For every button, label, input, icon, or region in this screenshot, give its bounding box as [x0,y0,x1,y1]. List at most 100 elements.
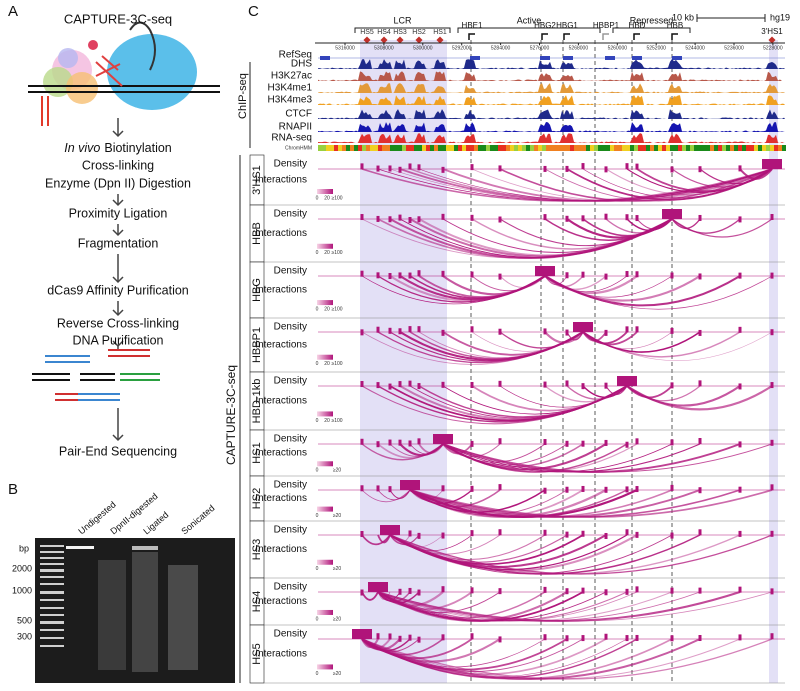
interaction-arc [582,331,741,358]
density-label: Density [274,209,307,220]
chromhmm-segment [350,145,354,151]
scale-tick: 20 [324,195,330,201]
biotin [88,40,98,50]
density-bump [417,438,421,445]
color-scale [317,243,333,249]
protein [43,67,73,97]
scale-tick: 20 [324,306,330,312]
density-bump [470,587,474,594]
dna [28,85,220,93]
hs-label: HS5 [360,29,374,36]
chromhmm-segment [666,145,670,151]
interaction-arc [361,638,773,680]
chromhmm-segment [562,145,566,151]
scale-tick: 0 [316,361,319,367]
scale-tick: ≥100 [331,418,342,424]
density-bump [498,328,502,335]
density-bump [565,635,569,642]
density-bump [388,439,392,446]
arrow-head [112,130,124,138]
chromhmm-segment [450,145,454,151]
chromhmm-segment [734,145,738,151]
chromhmm-segment [386,145,390,151]
chromhmm-segment [494,145,498,151]
chromhmm-segment [658,145,662,151]
panel-label: B [8,481,18,498]
density-bump [770,484,774,491]
chromhmm-segment [750,145,754,151]
viewpoint-label: HBG [251,278,263,302]
size-label: 1000 [12,585,32,595]
chromhmm-segment [422,145,426,151]
density-bump [441,381,445,388]
density-bump [625,214,629,221]
interaction-arc [626,385,773,411]
interactions-label: Interactions [255,596,307,607]
gene-icon [563,33,570,40]
density-peak [535,266,555,276]
chromhmm-segment [694,145,698,151]
density-bump [360,163,364,170]
density-bump [376,382,380,389]
interaction-arc [605,385,628,396]
chromhmm-segment [318,145,322,151]
density-bump [565,380,569,387]
hs-shade [769,40,778,683]
viewpoint-label: HS1 [251,442,263,463]
coordinate-label: 5316000 [335,45,355,51]
step-label: Proximity Ligation [69,206,168,220]
chromhmm-segment [526,145,530,151]
density-peak [573,322,593,332]
track-label: ChromHMM [285,145,312,151]
interaction-arc [377,591,773,622]
chromhmm-segment [398,145,402,151]
arrow-head [112,199,124,207]
density-bump [470,530,474,537]
step-label: dCas9 Affinity Purification [47,283,189,297]
density-bump [770,588,774,595]
interactions-label: Interactions [255,285,307,296]
density-label: Density [274,434,307,445]
density-bump [565,165,569,172]
density-bump [470,271,474,278]
chromhmm-segment [370,145,374,151]
chromhmm-segment [690,145,694,151]
color-scale [317,354,333,360]
interaction-arc [389,534,701,575]
viewpoint-label: HS4 [251,591,263,612]
interactions-label: Interactions [255,649,307,660]
density-bump [376,165,380,172]
chromhmm-segment [462,145,466,151]
gene-label: HBD [629,21,646,30]
viewpoint-label: HBBP1 [251,327,263,363]
density-bump [565,272,569,279]
density-bump [470,633,474,640]
track-label: RefSeq [279,50,312,61]
dna [41,96,49,126]
hs-marker [396,36,404,44]
chromhmm-segment [334,145,338,151]
density-bump [441,532,445,539]
density-bump [581,530,585,537]
chromhmm-segment [534,145,538,151]
hs-marker [436,36,444,44]
gel-bands [40,545,198,672]
density-bump [417,164,421,171]
chromhmm-segment [430,145,434,151]
gene-icon [602,33,609,40]
interaction-arc [582,331,773,361]
density-bump [770,439,774,446]
density-peak [400,480,420,490]
density-label: Density [274,266,307,277]
color-scale [317,461,333,467]
chromhmm-segment [518,145,522,151]
interaction-arc [626,385,673,399]
chromhmm-segment [582,145,586,151]
interaction-arc [418,443,444,454]
color-scale [317,506,333,512]
density-bump [398,214,402,221]
interaction-arc [361,638,701,680]
chromhmm-segment [330,145,334,151]
viewpoint-label: 3'HS1 [251,165,263,195]
density-bump [604,486,608,493]
